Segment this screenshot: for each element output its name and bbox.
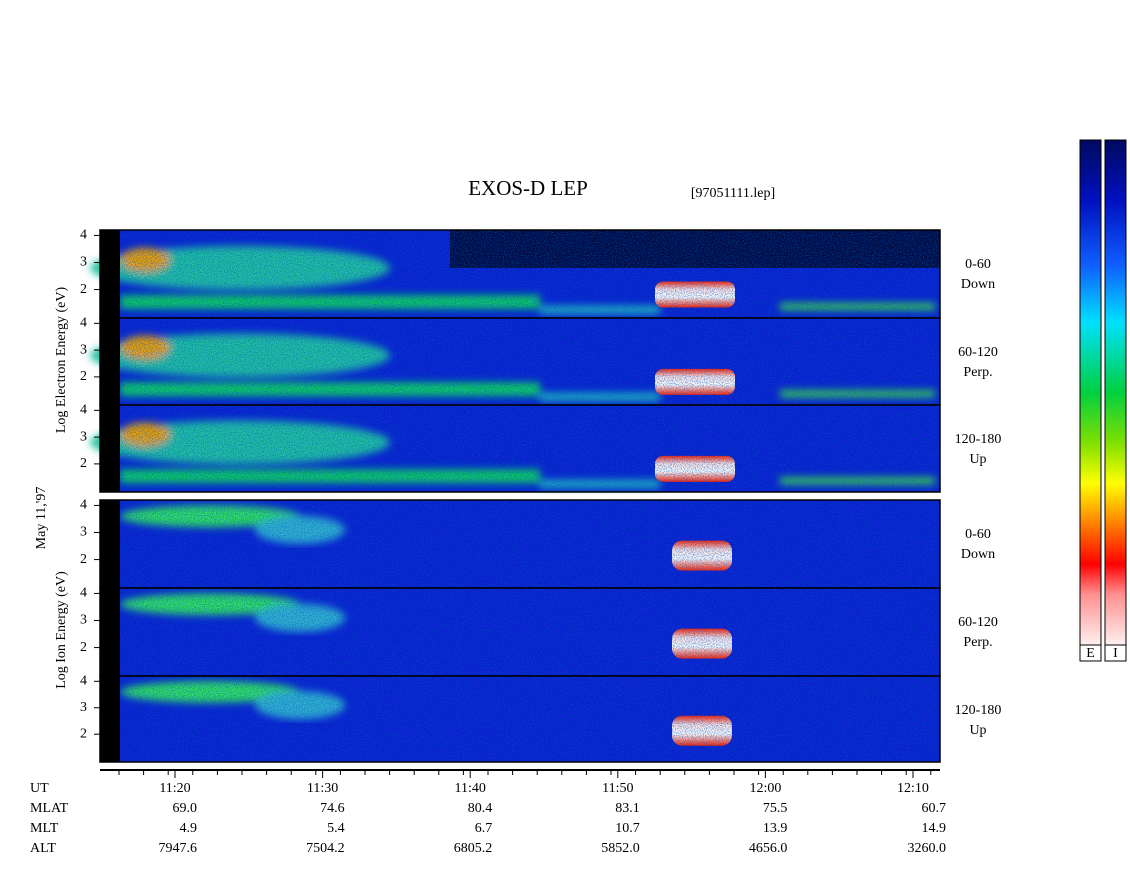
colorbar-label-box [1079,644,1102,662]
ephemeris-value: 4.9 [180,821,198,836]
y-tick-label: 4 [80,228,87,243]
y-tick-label: 2 [80,282,87,297]
y-tick-label: 2 [80,552,87,567]
y-tick-label: 4 [80,316,87,331]
ephemeris-name: ALT [30,841,56,856]
ephemeris-value: 69.0 [173,801,198,816]
panel: 2 3 4 120-180 Up [80,674,1002,763]
data-gap [100,230,120,318]
y-tick-label: 2 [80,640,87,655]
data-gap [100,318,120,405]
data-gap [100,588,120,676]
colorbar-label-box [1104,644,1127,662]
ephemeris-value: 12:00 [749,781,781,796]
ephemeris-value: 13.9 [763,821,788,836]
y-tick-label: 3 [80,429,87,444]
species-label: Log Ion Energy (eV) [54,571,69,689]
y-tick-label: 3 [80,255,87,270]
chart-title: EXOS-D LEP [468,176,588,200]
y-tick-label: 3 [80,613,87,628]
ephemeris-value: 5.4 [327,821,345,836]
y-tick-label: 4 [80,674,87,689]
noise [100,588,940,676]
y-tick-label: 2 [80,456,87,471]
ephemeris-value: 11:50 [602,781,633,796]
species-label: Log Electron Energy (eV) [54,287,69,434]
y-tick-label: 4 [80,403,87,418]
panel: 2 3 4 60-120 Perp. [80,316,998,406]
ephemeris-value: 10.7 [615,821,640,836]
panel: 2 3 4 120-180 Up [80,403,1002,493]
ephemeris-value: 80.4 [468,801,493,816]
angle-label: 0-60 [965,257,991,272]
y-tick-label: 4 [80,498,87,513]
colorbar [1079,139,1102,646]
angle-label: 60-120 [958,615,998,630]
noise [100,500,940,588]
ephemeris-value: 75.5 [763,801,788,816]
direction-label: Up [969,452,986,467]
noise [100,230,940,318]
ephemeris-value: 11:30 [307,781,338,796]
ephemeris-value: 3260.0 [908,841,947,856]
colorbar [1104,139,1127,646]
ephemeris-value: 6805.2 [454,841,493,856]
ephemeris-value: 83.1 [615,801,640,816]
date-label: May 11,'97 [34,487,49,550]
file-label: [97051111.lep] [691,186,775,201]
panel-frame [99,404,941,493]
y-tick-label: 4 [80,586,87,601]
ephemeris-value: 74.6 [320,801,345,816]
colorbar-label: E [1086,646,1095,661]
data-gap [100,676,120,762]
ephemeris-value: 60.7 [922,801,947,816]
y-tick-label: 2 [80,726,87,741]
y-tick-label: 2 [80,369,87,384]
direction-label: Perp. [963,365,992,380]
ephemeris-name: MLT [30,821,59,836]
angle-label: 0-60 [965,527,991,542]
direction-label: Up [969,723,986,738]
spectrogram-panels: 2 3 4 0-60 Down 2 3 4 60-120 Perp. 2 3 4 120-180 Up 2 3 4… [80,228,1002,763]
ephemeris-value: 7947.6 [159,841,198,856]
angle-label: 60-120 [958,345,998,360]
ephemeris-value: 12:10 [897,781,929,796]
noise [100,318,940,405]
noise [100,676,940,762]
direction-label: Down [961,547,995,562]
direction-label: Perp. [963,635,992,650]
ephemeris-value: 7504.2 [306,841,345,856]
ephemeris-name: UT [30,781,49,796]
panel: 2 3 4 60-120 Perp. [80,586,998,677]
ephemeris-value: 5852.0 [601,841,640,856]
ephemeris-name: MLAT [30,801,69,816]
panel: 2 3 4 0-60 Down [80,498,995,589]
data-gap [100,405,120,492]
angle-label: 120-180 [955,432,1002,447]
ephemeris-value: 11:20 [159,781,190,796]
ephemeris-value: 6.7 [475,821,493,836]
ephemeris-value: 14.9 [922,821,947,836]
panel-frame [99,675,941,763]
ephemeris-value: 4656.0 [749,841,788,856]
y-tick-label: 3 [80,700,87,715]
angle-label: 120-180 [955,703,1002,718]
panel: 2 3 4 0-60 Down [80,228,995,319]
y-tick-label: 3 [80,342,87,357]
colorbar-label: I [1113,646,1118,661]
y-tick-label: 3 [80,525,87,540]
data-gap [100,500,120,588]
direction-label: Down [961,277,995,292]
ephemeris-value: 11:40 [455,781,486,796]
noise [100,405,940,492]
